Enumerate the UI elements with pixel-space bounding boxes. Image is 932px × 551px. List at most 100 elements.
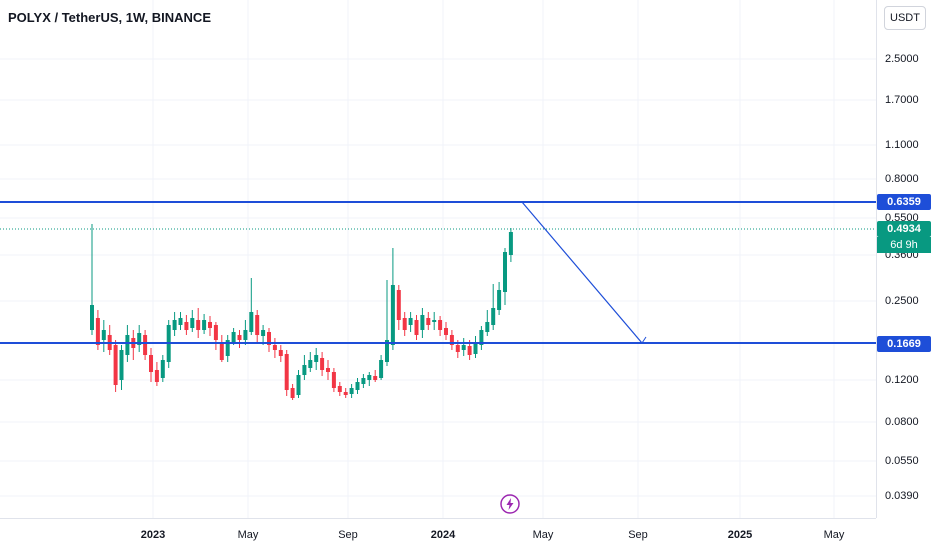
price-tick: 0.0800 bbox=[885, 416, 919, 428]
candle-body bbox=[172, 320, 177, 330]
candle-body bbox=[355, 382, 360, 390]
candle-body bbox=[426, 318, 431, 325]
price-tick: 0.0390 bbox=[885, 490, 919, 502]
price-chart[interactable] bbox=[0, 0, 876, 518]
time-tick: 2024 bbox=[430, 529, 456, 541]
candle-body bbox=[278, 350, 283, 356]
candle-body bbox=[320, 358, 325, 370]
candle-body bbox=[149, 355, 153, 372]
current-price-tag: 0.4934 bbox=[877, 221, 931, 237]
bar-countdown-tag: 6d 9h bbox=[877, 237, 931, 253]
candle-body bbox=[261, 330, 266, 336]
candle-body bbox=[267, 332, 271, 345]
candle-body bbox=[113, 345, 118, 385]
candle-body bbox=[467, 346, 472, 355]
candle-body bbox=[308, 360, 313, 368]
price-axis[interactable] bbox=[876, 0, 932, 518]
candle-body bbox=[202, 320, 207, 330]
candle-body bbox=[90, 305, 94, 330]
time-tick: May bbox=[532, 529, 554, 541]
candle-body bbox=[184, 322, 189, 330]
candlesticks bbox=[90, 224, 513, 400]
candle-body bbox=[314, 355, 319, 362]
candle-body bbox=[438, 320, 443, 330]
lightning-icon[interactable] bbox=[500, 494, 520, 514]
resistance-price-tag[interactable]: 0.6359 bbox=[877, 194, 931, 210]
time-tick: Sep bbox=[628, 529, 648, 541]
candle-body bbox=[385, 340, 389, 362]
candle-body bbox=[379, 360, 384, 378]
candle-body bbox=[331, 372, 336, 388]
candle-body bbox=[473, 342, 478, 354]
symbol-title[interactable]: POLYX / TetherUS, 1W, BINANCE bbox=[8, 10, 211, 25]
candle-body bbox=[326, 368, 330, 372]
candle-body bbox=[461, 345, 466, 350]
candle-body bbox=[349, 388, 354, 394]
price-tick: 1.7000 bbox=[885, 94, 919, 106]
price-tick: 2.5000 bbox=[885, 53, 919, 65]
candle-body bbox=[119, 350, 124, 380]
candle-body bbox=[101, 330, 106, 340]
candle-body bbox=[243, 330, 248, 340]
candle-body bbox=[219, 342, 224, 360]
candle-body bbox=[95, 318, 100, 345]
candle-body bbox=[284, 354, 289, 390]
candle-body bbox=[225, 340, 230, 356]
candle-body bbox=[361, 378, 366, 384]
candle-body bbox=[190, 318, 195, 328]
candle-body bbox=[178, 318, 183, 325]
candle-body bbox=[208, 322, 212, 328]
time-tick: May bbox=[237, 529, 259, 541]
projection-drawing[interactable] bbox=[521, 201, 643, 344]
candle-body bbox=[373, 376, 378, 380]
candle-body bbox=[160, 360, 165, 378]
candle-body bbox=[125, 335, 130, 355]
candle-body bbox=[296, 375, 301, 395]
candle-body bbox=[213, 325, 218, 340]
candle-body bbox=[290, 388, 295, 398]
support-price-tag[interactable]: 0.1669 bbox=[877, 336, 931, 352]
candle-body bbox=[343, 392, 348, 395]
time-tick: 2025 bbox=[727, 529, 753, 541]
candle-body bbox=[485, 322, 490, 332]
candle-body bbox=[137, 333, 142, 345]
time-tick: May bbox=[823, 529, 845, 541]
price-tick: 0.0550 bbox=[885, 455, 919, 467]
candle-body bbox=[491, 308, 496, 325]
candle-body bbox=[402, 318, 407, 330]
chart-area[interactable]: POLYX / TetherUS, 1W, BINANCE bbox=[0, 0, 876, 518]
currency-button[interactable]: USDT bbox=[884, 6, 926, 30]
candle-body bbox=[249, 312, 254, 332]
candle-body bbox=[455, 345, 460, 352]
candle-body bbox=[237, 335, 242, 340]
chart-grid bbox=[0, 0, 876, 518]
candle-body bbox=[196, 320, 201, 330]
candle-body bbox=[154, 370, 159, 382]
candle-body bbox=[396, 290, 401, 320]
candle-body bbox=[479, 330, 484, 345]
time-tick: Sep bbox=[338, 529, 358, 541]
price-tick: 0.8000 bbox=[885, 173, 919, 185]
candle-body bbox=[432, 320, 437, 322]
candle-body bbox=[143, 335, 148, 355]
candle-body bbox=[255, 315, 260, 335]
time-axis[interactable] bbox=[0, 518, 876, 551]
price-tick: 0.1200 bbox=[885, 374, 919, 386]
price-tick: 1.1000 bbox=[885, 139, 919, 151]
price-tick: 0.2500 bbox=[885, 295, 919, 307]
candle-body bbox=[508, 232, 513, 255]
candle-body bbox=[497, 290, 502, 310]
candle-body bbox=[272, 345, 277, 350]
time-tick: 2023 bbox=[140, 529, 166, 541]
candle-body bbox=[449, 335, 454, 345]
candle-body bbox=[414, 320, 419, 335]
candle-body bbox=[302, 365, 307, 375]
candle-body bbox=[231, 332, 236, 342]
candle-body bbox=[420, 315, 425, 330]
candle-body bbox=[503, 252, 507, 292]
candle-body bbox=[367, 375, 372, 380]
candle-body bbox=[408, 318, 413, 325]
candle-body bbox=[337, 386, 342, 392]
projection-endpoint[interactable] bbox=[641, 336, 647, 344]
candle-body bbox=[390, 285, 395, 345]
